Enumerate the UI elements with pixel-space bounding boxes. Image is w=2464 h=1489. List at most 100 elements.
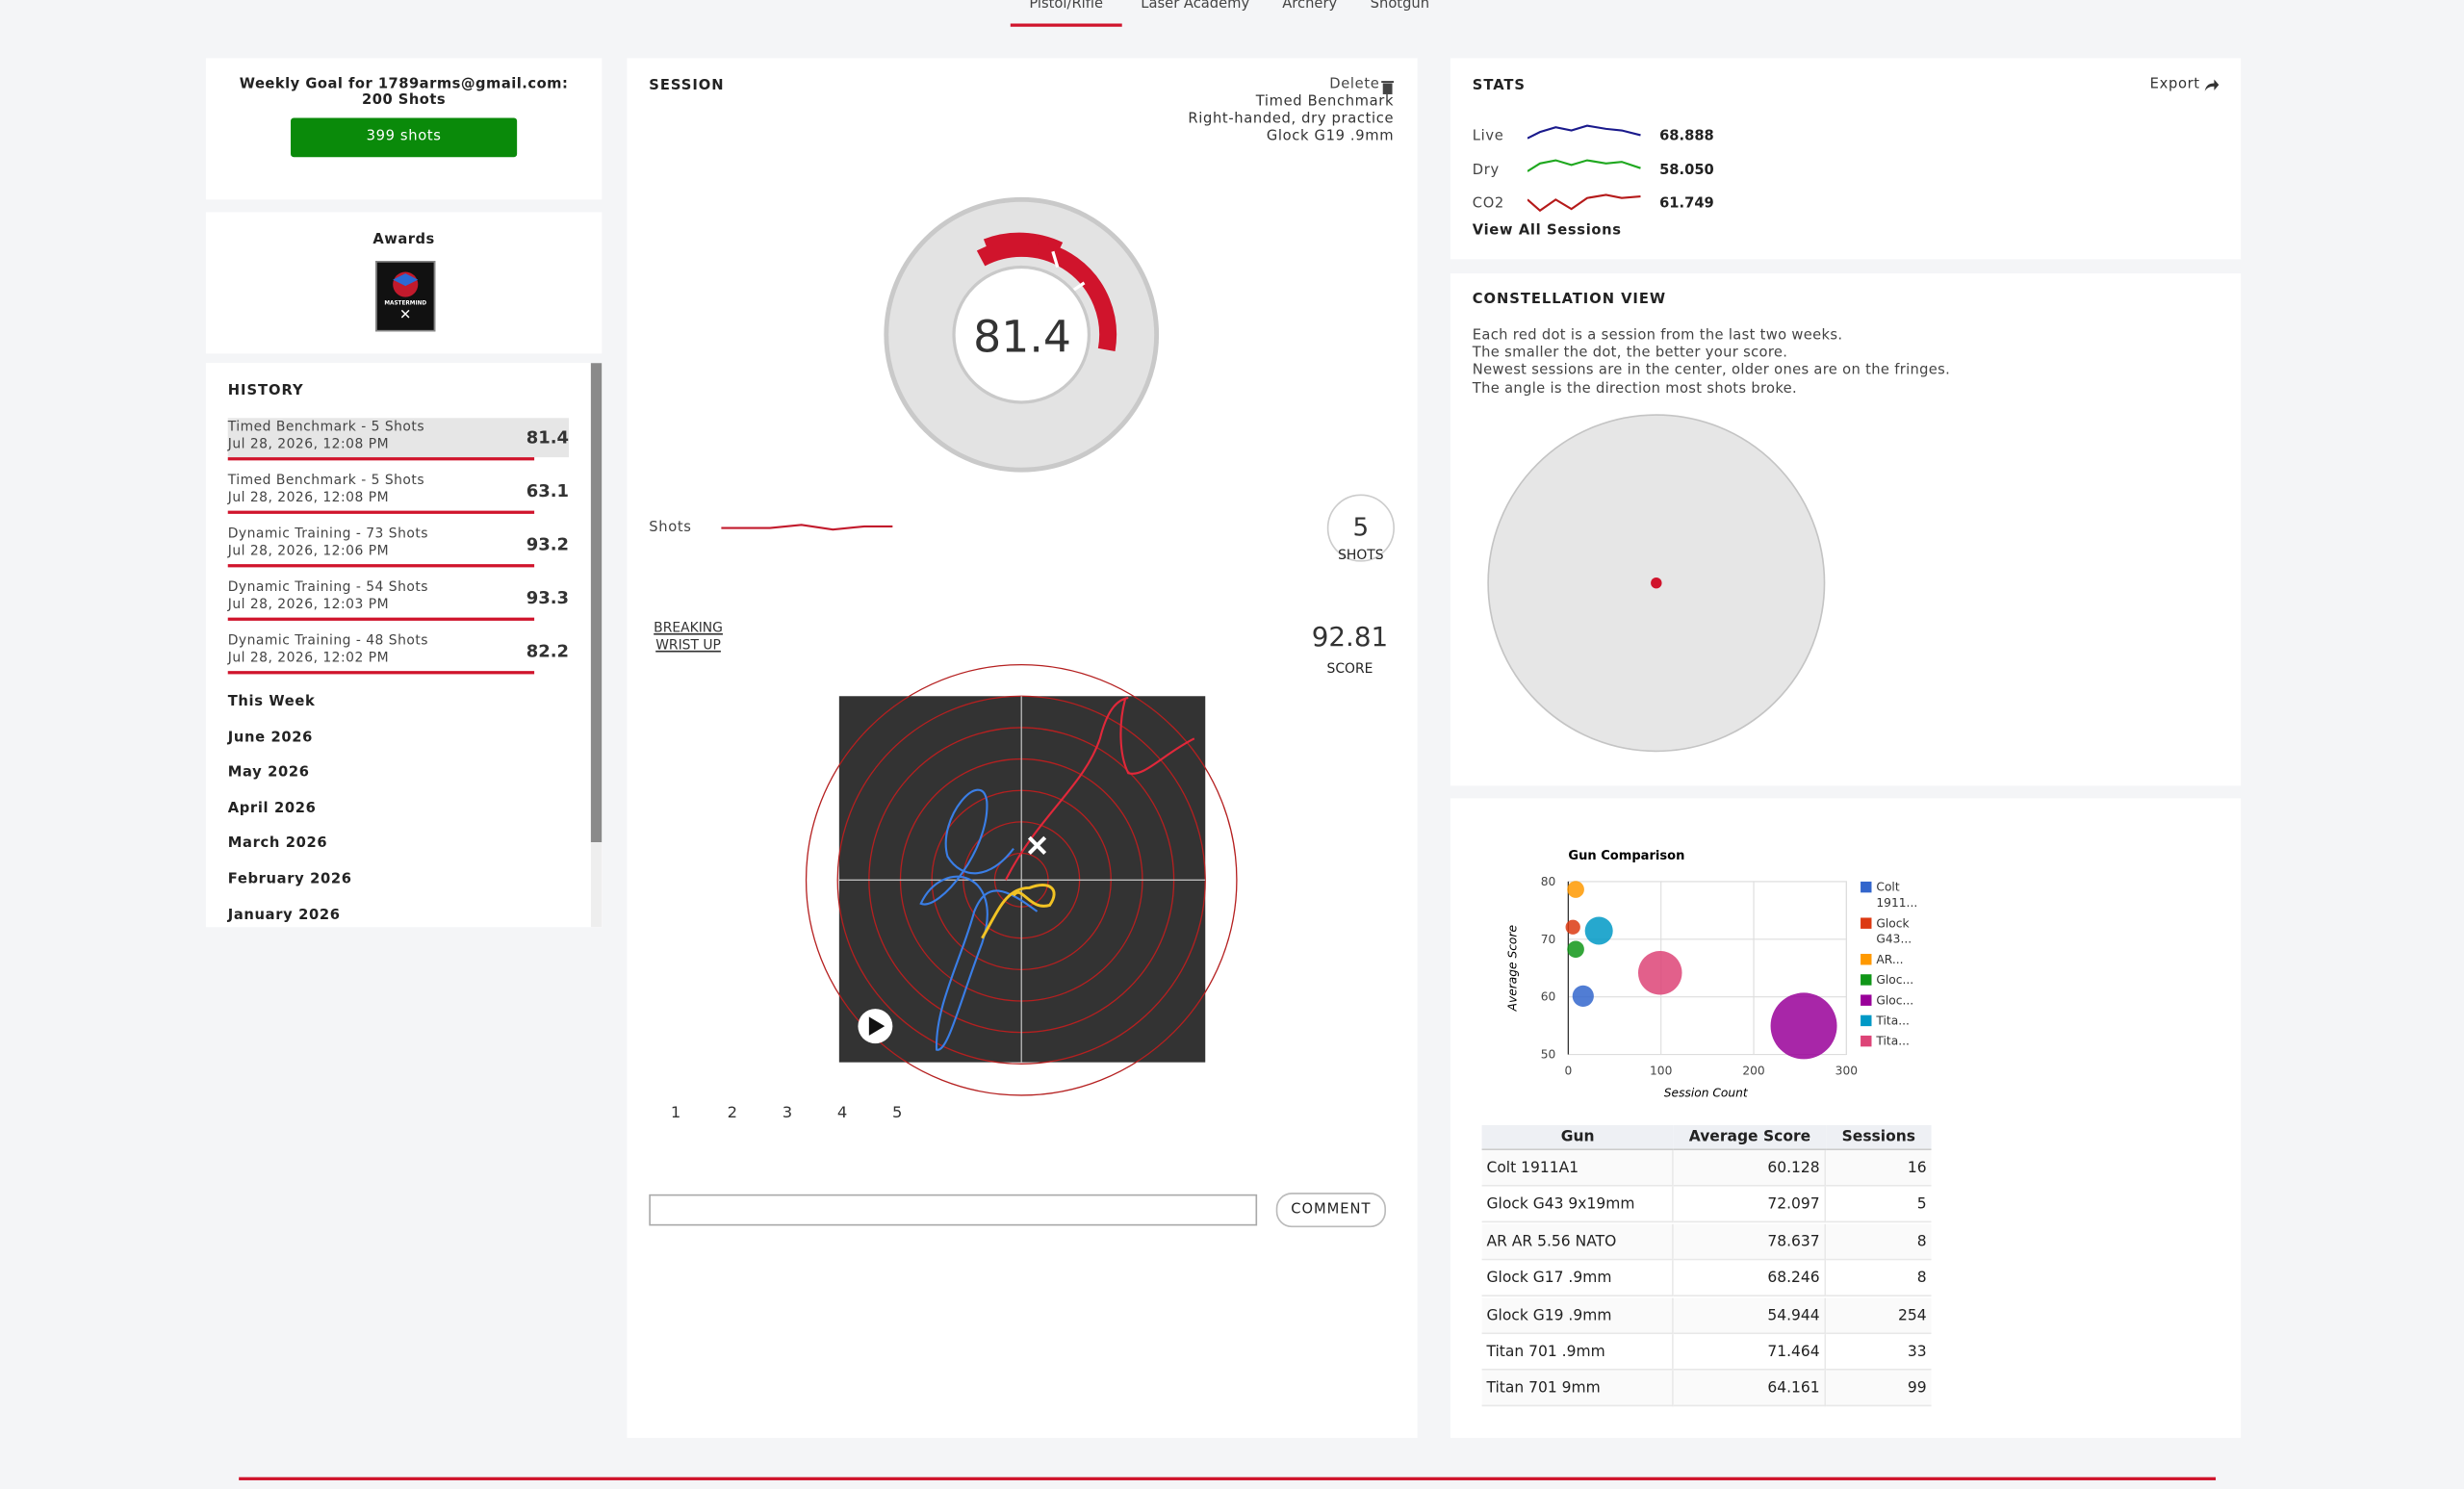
stat-name: Live: [1472, 128, 1504, 145]
history-month[interactable]: May 2026: [227, 765, 310, 782]
session-score: 81.4: [973, 311, 1071, 364]
description-line: Each red dot is a session from the last …: [1472, 328, 1843, 345]
y-tick-label: 60: [1541, 990, 1556, 1004]
legend-label: AR...: [1876, 952, 1904, 967]
awards-title: Awards: [372, 232, 435, 248]
award-badge[interactable]: MASTERMIND ✕: [375, 261, 436, 332]
history-month[interactable]: April 2026: [227, 801, 317, 817]
scrollbar-thumb[interactable]: [590, 363, 603, 843]
nav-tab[interactable]: Archery: [1282, 0, 1338, 13]
stats-sparklines: [1527, 124, 1641, 213]
legend-swatch: [1861, 954, 1872, 965]
page-number[interactable]: 1: [670, 1104, 681, 1122]
scrollbar-track: [590, 842, 603, 928]
session-detail: Glock G19 .9mm: [1266, 128, 1395, 145]
session-date: Jul 28, 2026, 12:08 PM: [227, 490, 390, 506]
constellation-panel: CONSTELLATION VIEW Each red dot is a ses…: [1450, 273, 2242, 786]
history-item[interactable]: Timed Benchmark - 5 Shots Jul 28, 2026, 1…: [227, 473, 569, 514]
live-sparkline: [1527, 124, 1641, 140]
bubble: [1567, 881, 1584, 898]
table-cell: 64.161: [1673, 1371, 1827, 1407]
bubble: [1567, 940, 1584, 959]
stat-name: Dry: [1472, 162, 1500, 179]
x-axis-label: Session Count: [1664, 1087, 1749, 1100]
table-header: Average Score: [1673, 1124, 1827, 1151]
y-axis-label: Average Score: [1506, 925, 1520, 1012]
shots-label: Shots: [649, 520, 692, 536]
shot-count-circle: [1326, 494, 1395, 562]
history-month[interactable]: June 2026: [227, 730, 313, 746]
session-name: Dynamic Training - 48 Shots: [227, 632, 428, 650]
view-all-sessions[interactable]: View All Sessions: [1472, 222, 1622, 240]
goal-title-line: Weekly Goal for 1789arms@gmail.com:: [239, 77, 569, 93]
page-number[interactable]: 4: [836, 1104, 848, 1122]
legend-label: Gloc...: [1876, 992, 1914, 1008]
session-details: Timed Benchmark Right-handed, dry practi…: [1188, 94, 1394, 146]
table-cell: AR AR 5.56 NATO: [1481, 1223, 1674, 1261]
legend-label: Tita...: [1876, 1014, 1910, 1028]
y-tick-label: 70: [1541, 933, 1556, 946]
table-header: Sessions: [1826, 1124, 1932, 1151]
history-item[interactable]: Timed Benchmark - 5 Shots Jul 28, 2026, 1…: [227, 420, 569, 461]
history-month[interactable]: February 2026: [227, 872, 352, 888]
page-number[interactable]: 2: [727, 1104, 738, 1122]
description-line: Newest sessions are in the center, older…: [1472, 363, 1951, 380]
table-cell: Titan 701 .9mm: [1481, 1334, 1674, 1371]
stat-value: 61.749: [1659, 196, 1714, 213]
shot-tag-line: WRIST UP: [655, 637, 721, 655]
session-date: Jul 28, 2026, 12:02 PM: [227, 650, 390, 667]
goal-title-line: 200 Shots: [362, 92, 447, 109]
export-button[interactable]: Export: [2149, 77, 2200, 93]
trash-icon[interactable]: [1381, 80, 1395, 94]
constellation-title: CONSTELLATION VIEW: [1472, 292, 1667, 308]
table-cell: 254: [1826, 1296, 1932, 1334]
page-number[interactable]: 3: [782, 1104, 793, 1122]
legend-swatch: [1861, 1014, 1872, 1027]
session-dot: [1651, 578, 1662, 589]
session-date: Jul 28, 2026, 12:06 PM: [227, 543, 390, 560]
trace-blue: [919, 788, 1039, 1051]
chart-title: Gun Comparison: [1568, 849, 1684, 863]
nav-tab[interactable]: Laser Academy: [1141, 0, 1250, 13]
nav-tab[interactable]: Shotgun: [1370, 0, 1430, 13]
history-month[interactable]: This Week: [227, 694, 316, 710]
session-underline: [227, 457, 535, 461]
description-line: The smaller the dot, the better your sco…: [1472, 346, 1788, 362]
play-icon[interactable]: [868, 1016, 886, 1036]
comment-input[interactable]: [649, 1194, 1258, 1226]
goal-panel: Weekly Goal for 1789arms@gmail.com: 200 …: [205, 58, 603, 200]
y-tick-label: 50: [1541, 1048, 1556, 1062]
badge-mark: ✕: [399, 308, 412, 324]
history-month[interactable]: March 2026: [227, 836, 328, 853]
shot-marker: [1027, 835, 1047, 855]
shot-tag[interactable]: BREAKING WRIST UP: [654, 621, 723, 655]
dry-sparkline: [1527, 159, 1641, 172]
session-detail: Timed Benchmark: [1255, 93, 1395, 111]
page-number[interactable]: 5: [892, 1104, 903, 1122]
session-name: Dynamic Training - 73 Shots: [227, 526, 428, 543]
history-item[interactable]: Dynamic Training - 54 Shots Jul 28, 2026,…: [227, 579, 569, 621]
table-cell: 54.944: [1673, 1296, 1827, 1334]
legend-label: Tita...: [1876, 1034, 1910, 1048]
session-panel: SESSION Delete Timed Benchmark Right-han…: [627, 58, 1418, 1438]
goal-title: Weekly Goal for 1789arms@gmail.com: 200 …: [206, 77, 602, 109]
badge-icon: [393, 271, 419, 297]
delete-button[interactable]: Delete: [1329, 77, 1380, 93]
export-icon[interactable]: [2203, 79, 2220, 93]
shot-count-label: SHOTS: [1338, 548, 1384, 565]
bubble: [1637, 950, 1682, 995]
legend-swatch: [1861, 974, 1872, 986]
trace-yellow: [981, 884, 1056, 939]
history-item[interactable]: Dynamic Training - 48 Shots Jul 28, 2026,…: [227, 632, 569, 675]
session-score: 93.2: [526, 534, 570, 555]
nav-tab[interactable]: Pistol/Rifle: [1029, 0, 1104, 13]
history-item[interactable]: Dynamic Training - 73 Shots Jul 28, 2026,…: [227, 526, 570, 568]
history-month[interactable]: January 2026: [227, 908, 341, 924]
description-line: The angle is the direction most shots br…: [1472, 381, 1798, 398]
comment-button[interactable]: COMMENT: [1275, 1193, 1386, 1228]
table-cell: 33: [1826, 1334, 1932, 1371]
shots-sparkline: [721, 524, 893, 531]
table-cell: 71.464: [1673, 1334, 1827, 1371]
